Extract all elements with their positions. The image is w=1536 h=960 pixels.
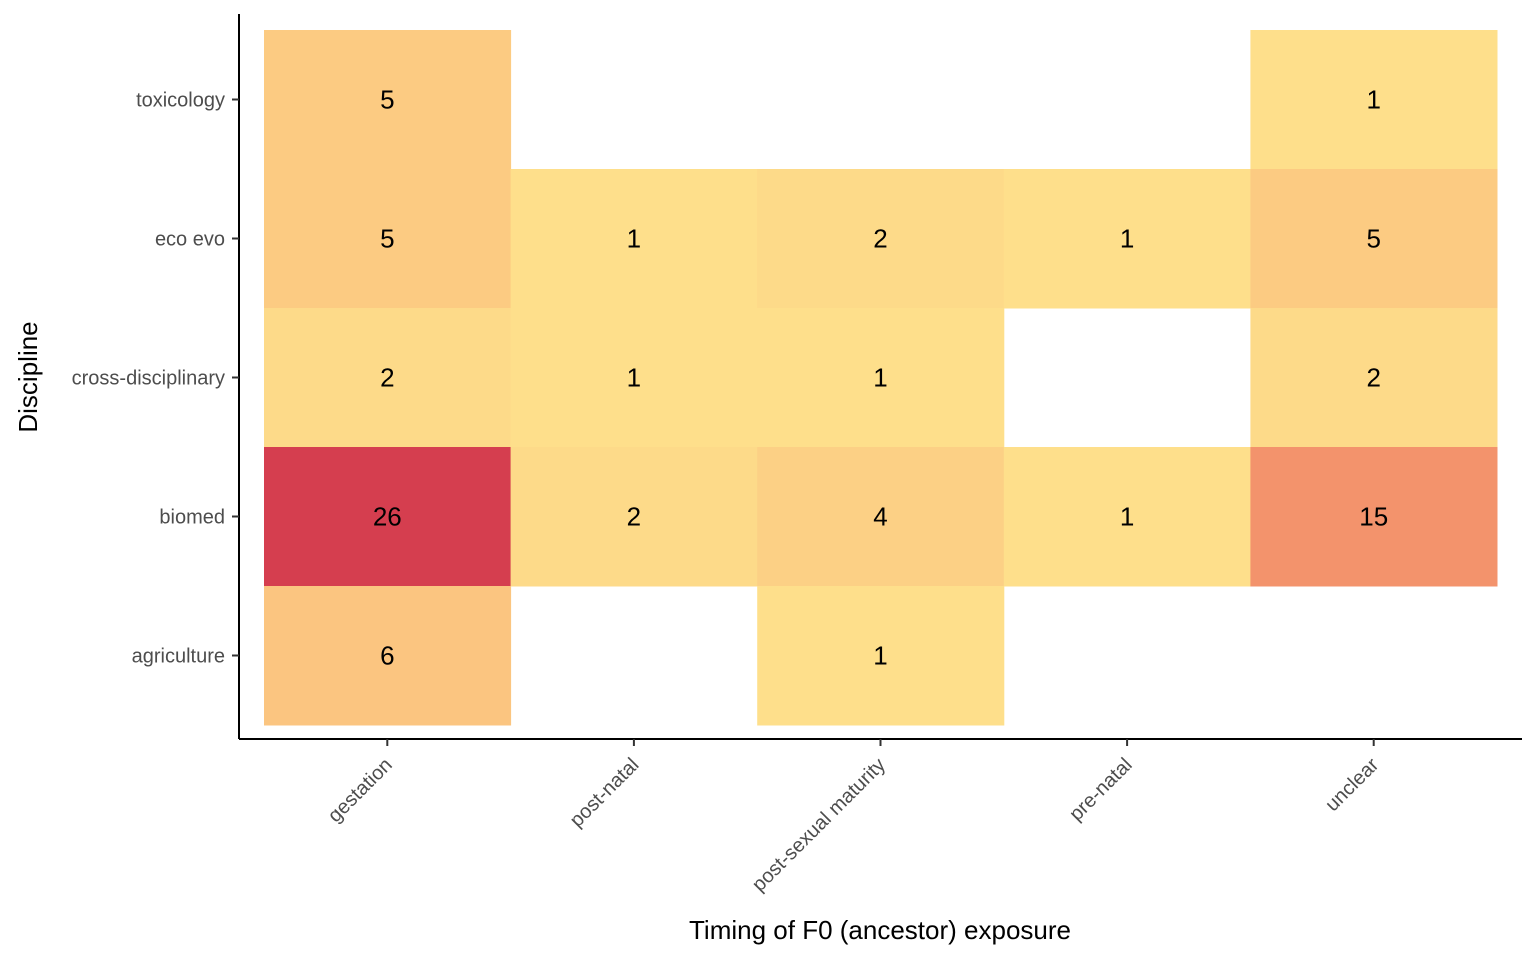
cell-value-label: 5 [380, 85, 394, 115]
heatmap-cell [1250, 447, 1498, 587]
x-axis-ticks: gestation post-natal post-sexual maturity p… [324, 739, 1383, 896]
x-axis-title: Timing of F0 (ancestor) exposure [689, 915, 1071, 945]
cell-value-label: 1 [873, 363, 887, 393]
heatmap-cell [510, 308, 758, 448]
y-tick-label: toxicology [136, 90, 225, 112]
cell-value-label: 1 [1120, 502, 1134, 532]
heatmap-cell [1250, 308, 1498, 448]
heatmap-cell [264, 447, 512, 587]
heatmap-cell [757, 447, 1005, 587]
cell-value-label: 15 [1359, 502, 1388, 532]
cell-value-label: 1 [1120, 224, 1134, 254]
cell-value-label: 1 [627, 224, 641, 254]
x-tick-label: pre-natal [1065, 754, 1136, 825]
heatmap-cell [264, 30, 512, 170]
y-tick-label: agriculture [132, 646, 225, 668]
heatmap-cell [1250, 30, 1498, 170]
cell-value-labels: 5 15 1 2 1 52 1 1 226 2 4 1 156 1 [373, 85, 1388, 671]
heatmap-cell [757, 586, 1005, 726]
heatmap-cell [1250, 169, 1498, 309]
heatmap-cell [264, 586, 512, 726]
heatmap-cells [264, 30, 1498, 726]
heatmap-cell [510, 447, 758, 587]
heatmap-cell [757, 308, 1005, 448]
heatmap-cell [264, 169, 512, 309]
cell-value-label: 5 [1366, 224, 1380, 254]
cell-value-label: 2 [627, 502, 641, 532]
y-axis-title: Discipline [13, 321, 43, 432]
y-axis-ticks: toxicology eco evo cross-disciplinary biome… [72, 90, 239, 668]
cell-value-label: 1 [873, 641, 887, 671]
heatmap-cell [510, 169, 758, 309]
cell-value-label: 4 [873, 502, 887, 532]
y-tick-label: cross-disciplinary [72, 368, 225, 390]
heatmap-cell [264, 308, 512, 448]
cell-value-label: 2 [873, 224, 887, 254]
x-tick-label: post-sexual maturity [748, 754, 890, 896]
x-tick-label: gestation [324, 754, 397, 827]
heatmap-cell [1003, 169, 1251, 309]
cell-value-label: 6 [380, 641, 394, 671]
heatmap-cell [1003, 447, 1251, 587]
y-tick-label: eco evo [155, 229, 225, 251]
cell-value-label: 2 [1366, 363, 1380, 393]
x-tick-label: unclear [1321, 754, 1383, 816]
cell-value-label: 1 [627, 363, 641, 393]
y-tick-label: biomed [159, 507, 225, 529]
x-tick-label: post-natal [566, 754, 644, 832]
cell-value-label: 2 [380, 363, 394, 393]
cell-value-label: 5 [380, 224, 394, 254]
heatmap-cell [757, 169, 1005, 309]
cell-value-label: 1 [1366, 85, 1380, 115]
cell-value-label: 26 [373, 502, 402, 532]
